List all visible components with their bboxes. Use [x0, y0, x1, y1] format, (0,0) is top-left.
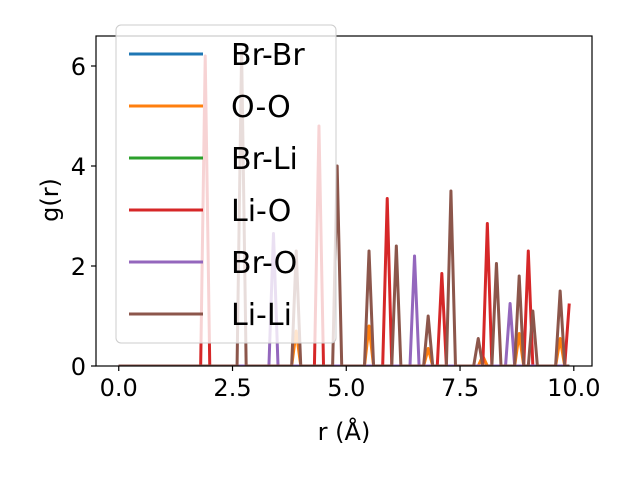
series-line-li-o — [118, 54, 571, 366]
x-tick-label: 10.0 — [547, 374, 600, 402]
legend-label: O-O — [231, 90, 291, 125]
legend-label: Li-O — [231, 194, 291, 229]
legend-label: Br-O — [231, 246, 297, 281]
legend-label: Br-Br — [231, 38, 305, 73]
x-tick-label: 2.5 — [213, 374, 251, 402]
y-tick-label: 4 — [71, 153, 86, 181]
x-tick-label: 7.5 — [441, 374, 479, 402]
plot-frame — [95, 35, 593, 367]
axes: 0.0 2.5 5.0 7.5 10.0 0 2 4 6 — [71, 35, 601, 402]
y-tick-label: 2 — [71, 253, 86, 281]
x-tick-label: 5.0 — [327, 374, 365, 402]
legend: Br-Br O-O Br-Li Li-O Br-O Li-Li — [115, 24, 337, 344]
legend-label: Br-Li — [231, 142, 298, 177]
y-tick-label: 6 — [71, 53, 86, 81]
legend-label: Li-Li — [231, 298, 292, 333]
x-axis-label: r (Å) — [318, 417, 371, 446]
y-axis-label: g(r) — [36, 178, 64, 222]
y-tick-label: 0 — [71, 353, 86, 381]
x-tick-label: 0.0 — [100, 374, 138, 402]
